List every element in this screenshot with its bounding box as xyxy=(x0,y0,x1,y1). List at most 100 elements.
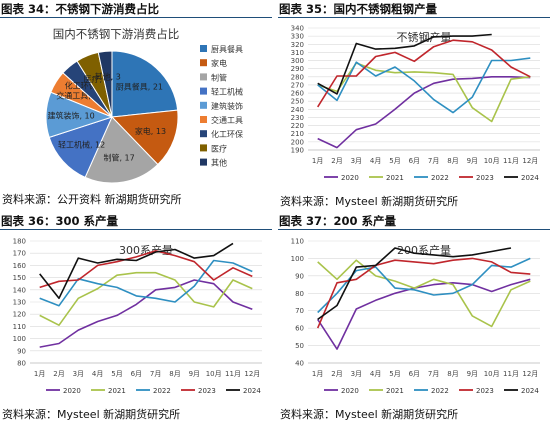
series-line-2024 xyxy=(317,247,512,321)
series-line-2021 xyxy=(317,259,531,328)
y-tick-label: 290 xyxy=(291,65,304,73)
y-tick-label: 220 xyxy=(291,122,304,130)
header-text: 图表 37：200 系产量 xyxy=(279,214,397,228)
header-text: 图表 34：不锈钢下游消费占比 xyxy=(1,2,160,16)
y-tick-label: 110 xyxy=(291,238,304,246)
x-tick-label: 3月 xyxy=(73,370,84,378)
x-tick-label: 11月 xyxy=(225,370,241,378)
series-line-2022 xyxy=(39,259,253,307)
source-note: 资料来源：Mysteel 新湖期货研究所 xyxy=(280,408,459,421)
pie-slice-label: 家电, 13 xyxy=(135,126,166,136)
x-tick-label: 7月 xyxy=(150,370,161,378)
pie-slice-label: 厨具餐具, 21 xyxy=(116,83,163,92)
y-tick-label: 340 xyxy=(291,25,304,33)
legend-label: 2022 xyxy=(431,174,449,182)
x-tick-label: 8月 xyxy=(447,370,458,378)
legend-label: 2020 xyxy=(341,174,359,182)
y-tick-label: 60 xyxy=(295,325,304,333)
y-tick-label: 320 xyxy=(291,41,304,49)
x-tick-label: 12月 xyxy=(522,157,538,165)
x-tick-label: 9月 xyxy=(467,370,478,378)
x-tick-label: 7月 xyxy=(428,157,439,165)
y-tick-label: 100 xyxy=(13,335,26,343)
legend-label: 2024 xyxy=(243,387,261,395)
y-tick-label: 110 xyxy=(13,323,26,331)
header-text: 图表 36：300 系产量 xyxy=(1,214,119,228)
legend-swatch xyxy=(200,130,207,138)
y-tick-label: 230 xyxy=(291,114,304,122)
x-tick-label: 10月 xyxy=(484,370,500,378)
y-tick-label: 310 xyxy=(291,49,304,57)
pie-slice xyxy=(111,50,179,118)
y-tick-label: 90 xyxy=(295,272,304,280)
x-tick-label: 7月 xyxy=(428,370,439,378)
y-tick-label: 250 xyxy=(291,98,304,106)
legend-swatch xyxy=(200,59,207,67)
series-line-2022 xyxy=(317,57,531,114)
pie-slice-label: 交通工具, 5 xyxy=(56,90,98,100)
x-tick-label: 12月 xyxy=(244,370,260,378)
legend-label: 2023 xyxy=(476,387,494,395)
legend-label: 2022 xyxy=(153,387,171,395)
pie-slice xyxy=(84,116,159,184)
y-tick-label: 140 xyxy=(13,286,26,294)
y-tick-label: 260 xyxy=(291,90,304,98)
x-tick-label: 11月 xyxy=(503,157,519,165)
legend-swatch xyxy=(200,158,207,166)
series-line-2023 xyxy=(39,250,253,289)
y-tick-label: 170 xyxy=(13,250,26,258)
y-tick-label: 160 xyxy=(13,262,26,270)
y-tick-label: 280 xyxy=(291,73,304,81)
x-tick-label: 1月 xyxy=(312,370,323,378)
x-tick-label: 12月 xyxy=(522,370,538,378)
x-tick-label: 4月 xyxy=(370,157,381,165)
x-tick-label: 2月 xyxy=(331,157,342,165)
legend-label: 其他 xyxy=(211,158,227,168)
x-tick-label: 6月 xyxy=(409,157,420,165)
x-tick-label: 1月 xyxy=(312,157,323,165)
line-chart-total: 1902002102202302402502602702802903003103… xyxy=(291,25,540,182)
y-tick-label: 40 xyxy=(295,360,304,368)
y-tick-label: 120 xyxy=(13,311,26,319)
legend-label: 2020 xyxy=(341,387,359,395)
pie-slice xyxy=(48,116,113,178)
panel-200-series: 图表 37：200 系产量 40 50 60 70 80 90 100 110 1月 2月 3月 4月… xyxy=(278,212,550,424)
source-note: 资料来源：公开资料 新湖期货研究所 xyxy=(2,193,182,206)
y-tick-label: 200 xyxy=(291,138,304,146)
x-tick-label: 8月 xyxy=(169,370,180,378)
legend-label: 2024 xyxy=(521,387,539,395)
panel-pie: 图表 34：不锈钢下游消费占比 国内不锈钢下游消费占比 厨具餐具, 21 家电, 1… xyxy=(0,0,272,210)
x-tick-label: 9月 xyxy=(467,157,478,165)
y-tick-label: 80 xyxy=(295,290,304,298)
panel-header: 图表 36：300 系产量 xyxy=(0,212,272,230)
chart-title: 不锈钢产量 xyxy=(397,30,452,44)
x-tick-label: 4月 xyxy=(92,370,103,378)
pie-slice xyxy=(110,109,179,166)
legend-swatch xyxy=(200,87,207,95)
series-line-2020 xyxy=(317,76,531,149)
x-tick-label: 4月 xyxy=(370,370,381,378)
x-tick-label: 2月 xyxy=(331,370,342,378)
pie-slice-label: 建筑装饰, 10 xyxy=(47,111,94,121)
legend-label: 交通工具 xyxy=(211,115,243,125)
legend-swatch xyxy=(200,73,207,81)
series-line-2024 xyxy=(39,242,234,300)
y-tick-label: 180 xyxy=(13,238,26,246)
legend-label: 2021 xyxy=(386,174,404,182)
x-tick-label: 8月 xyxy=(447,157,458,165)
x-tick-label: 5月 xyxy=(389,157,400,165)
legend-label: 2021 xyxy=(386,387,404,395)
legend-swatch xyxy=(200,116,207,123)
line-chart-300: 80 90 100 110 120 130 140 150 160 170 180 1月 2月 3月 4月 5… xyxy=(13,238,262,395)
panel-header: 图表 34：不锈钢下游消费占比 xyxy=(0,0,272,18)
series-line-2021 xyxy=(39,271,253,326)
panel-header: 图表 37：200 系产量 xyxy=(278,212,550,230)
source-note: 资料来源：Mysteel 新湖期货研究所 xyxy=(280,195,459,208)
source-note: 资料来源：Mysteel 新湖期货研究所 xyxy=(2,408,181,421)
x-tick-label: 10月 xyxy=(484,157,500,165)
legend-label: 2020 xyxy=(63,387,81,395)
y-tick-label: 50 xyxy=(295,342,304,350)
legend-swatch xyxy=(200,45,207,52)
legend-label: 化工环保 xyxy=(211,129,243,139)
y-tick-label: 80 xyxy=(17,360,26,368)
